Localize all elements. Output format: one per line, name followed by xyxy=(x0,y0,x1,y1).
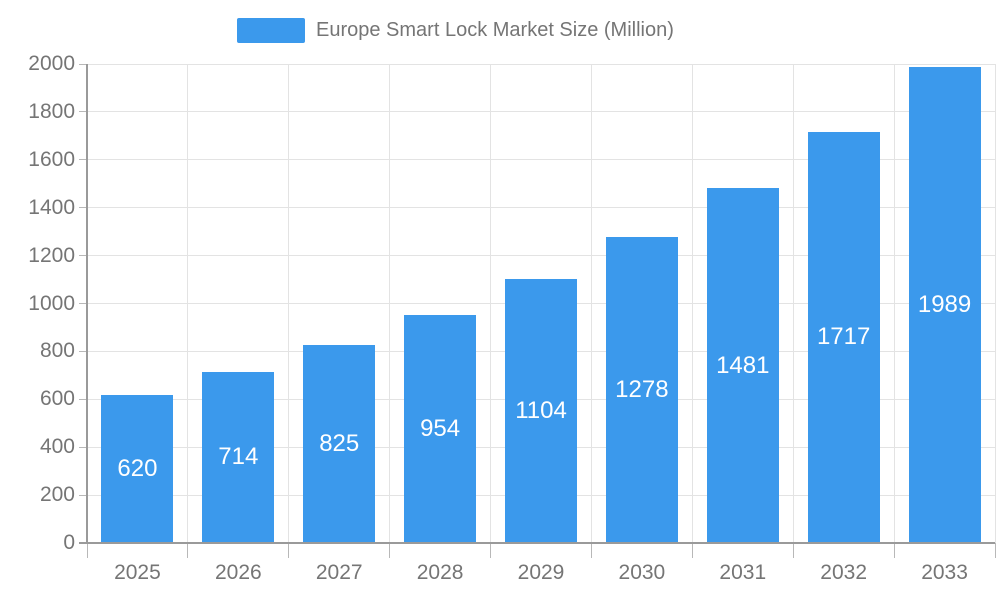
gridline xyxy=(490,64,492,543)
x-axis-tick xyxy=(893,543,895,558)
x-axis-label: 2031 xyxy=(719,561,767,584)
y-axis-tick xyxy=(79,207,87,209)
bar-value-label: 1104 xyxy=(515,396,567,424)
x-axis-label: 2032 xyxy=(820,561,868,584)
y-axis-label: 1200 xyxy=(28,243,75,267)
y-axis-tick xyxy=(79,159,87,161)
x-axis-tick xyxy=(590,543,592,558)
x-axis-label: 2028 xyxy=(416,561,464,584)
x-axis-tick xyxy=(389,543,391,558)
gridline xyxy=(87,159,995,161)
x-axis-tick xyxy=(792,543,794,558)
y-axis-tick xyxy=(79,398,87,400)
gridline xyxy=(87,111,995,113)
y-axis-tick xyxy=(79,111,87,113)
y-axis-tick xyxy=(79,494,87,496)
bar-value-label: 954 xyxy=(420,414,461,442)
legend-swatch xyxy=(237,18,305,43)
y-axis-tick xyxy=(79,350,87,352)
x-axis-tick xyxy=(288,543,290,558)
x-axis-label: 2026 xyxy=(214,561,262,584)
bar-value-label: 1481 xyxy=(716,351,770,379)
gridline xyxy=(187,64,189,543)
x-axis-label: 2027 xyxy=(315,561,363,584)
y-axis-label: 0 xyxy=(63,531,75,554)
bar-value-label: 620 xyxy=(117,454,158,482)
y-axis-line xyxy=(86,64,88,543)
bar-2029[interactable] xyxy=(505,278,577,542)
bar-value-label: 1717 xyxy=(816,323,871,351)
bar-value-label: 1989 xyxy=(917,290,972,318)
bar-2033[interactable] xyxy=(908,66,981,542)
y-axis-label: 400 xyxy=(39,435,75,459)
y-axis-label: 2000 xyxy=(28,52,75,75)
x-axis-label: 2029 xyxy=(517,561,565,584)
x-axis-tick xyxy=(490,543,492,558)
y-axis-tick xyxy=(79,63,87,65)
y-axis-tick xyxy=(79,255,87,257)
gridline xyxy=(288,64,290,543)
bar-2026[interactable] xyxy=(202,371,275,542)
gridline xyxy=(893,64,895,543)
bar-value-label: 825 xyxy=(319,430,360,458)
y-axis-tick xyxy=(79,303,87,304)
gridline xyxy=(87,63,995,65)
x-axis-label: 2030 xyxy=(618,561,666,584)
gridline xyxy=(994,64,996,543)
x-axis-tick xyxy=(994,543,996,558)
bar-2032[interactable] xyxy=(807,131,880,542)
y-axis-label: 1600 xyxy=(28,147,75,171)
x-axis-label: 2025 xyxy=(114,561,161,584)
y-axis-label: 200 xyxy=(39,483,75,507)
bar-2028[interactable] xyxy=(404,314,477,542)
bar-value-label: 1278 xyxy=(615,375,669,403)
gridline xyxy=(87,255,995,257)
y-axis-label: 800 xyxy=(39,339,75,363)
bar-2025[interactable] xyxy=(101,394,174,542)
x-axis-label: 2033 xyxy=(921,561,968,584)
x-axis-tick xyxy=(691,543,693,558)
legend-label: Europe Smart Lock Market Size (Million) xyxy=(316,19,674,41)
gridline xyxy=(691,64,693,543)
gridline xyxy=(389,64,391,543)
y-axis-tick xyxy=(79,446,87,448)
gridline xyxy=(792,64,794,543)
bar-2027[interactable] xyxy=(303,345,376,542)
x-axis-tick xyxy=(187,543,189,558)
x-axis-tick xyxy=(86,543,88,558)
bar-2031[interactable] xyxy=(706,188,779,542)
gridline xyxy=(87,207,995,209)
gridline xyxy=(590,64,592,543)
y-axis-label: 1800 xyxy=(28,99,75,123)
x-axis-line xyxy=(79,542,995,544)
bar-value-label: 714 xyxy=(218,443,259,471)
legend-item[interactable]: Europe Smart Lock Market Size (Million) xyxy=(237,18,674,43)
bar-2030[interactable] xyxy=(605,236,678,542)
y-axis-label: 1000 xyxy=(28,291,75,315)
y-axis-label: 1400 xyxy=(28,195,75,219)
y-axis-label: 600 xyxy=(39,387,75,411)
